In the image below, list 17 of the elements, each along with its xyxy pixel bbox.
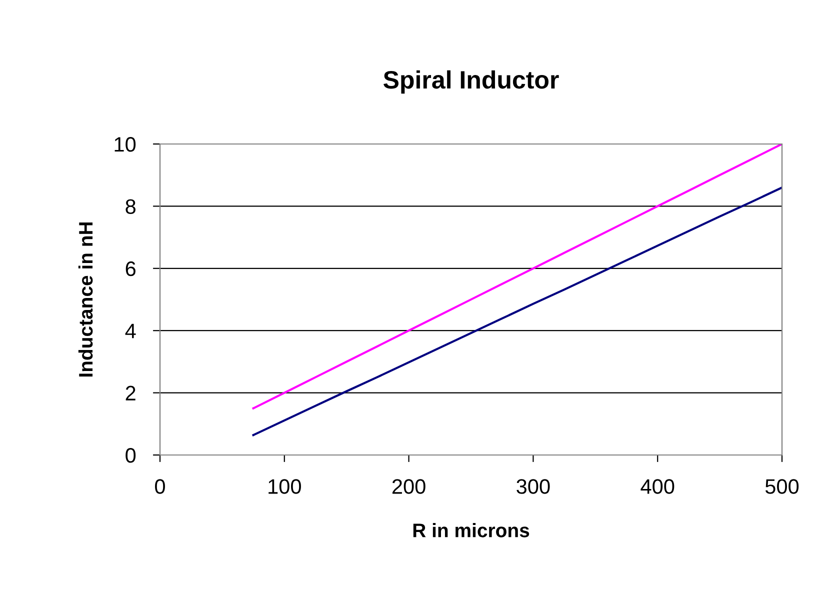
line-series [252,144,782,410]
x-tick-label: 100 [268,479,301,494]
x-tick-label: 0 [155,479,165,494]
line-series [252,186,782,436]
chart-title: Spiral Inductor [384,70,559,94]
x-tick-label: 500 [765,479,799,494]
y-tick-label: 10 [114,137,136,152]
y-axis-title: Inductance in nH [78,222,93,377]
y-tick-label: 4 [125,324,136,338]
x-tick-label: 300 [516,479,550,494]
x-axis-title: R in microns [413,523,530,538]
x-tick-label: 200 [392,479,426,494]
y-tick-label: 8 [126,199,136,214]
y-tick-label: 6 [126,261,136,276]
y-tick-label: 2 [126,386,136,400]
x-tick-label: 400 [640,479,674,494]
y-tick-label: 0 [126,448,136,463]
